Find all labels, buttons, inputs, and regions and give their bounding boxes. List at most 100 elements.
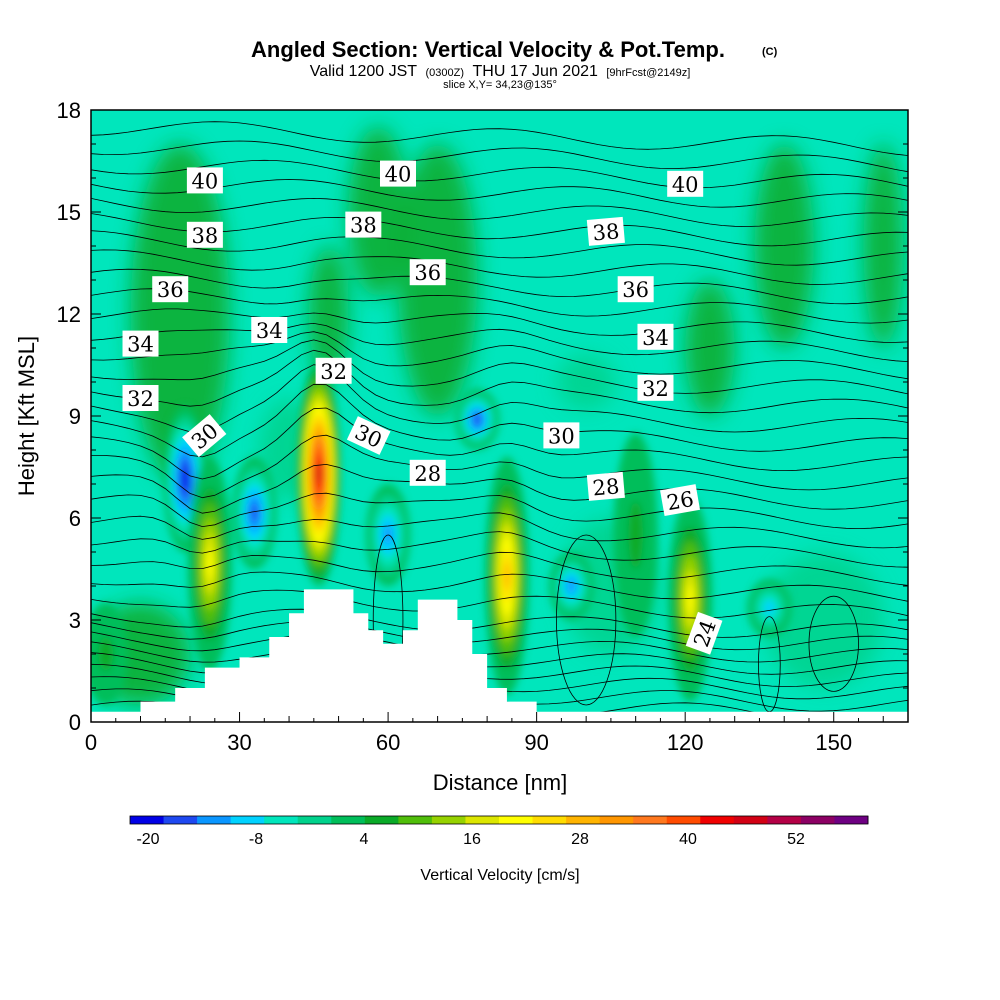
contour-label-text: 40 xyxy=(192,169,219,193)
colorbar-swatch xyxy=(800,816,835,824)
contour-label-text: 28 xyxy=(592,474,621,500)
isentrope-loop xyxy=(556,534,617,706)
isentrope-line xyxy=(91,308,908,343)
contour-label-text: 38 xyxy=(592,219,621,245)
colorbar-swatch xyxy=(733,816,768,824)
isentrope-line xyxy=(91,608,908,638)
contour-label: 28 xyxy=(409,459,446,486)
contour-label-box xyxy=(685,611,723,655)
x-tick-label: 0 xyxy=(85,730,97,755)
colorbar-swatch xyxy=(599,816,634,824)
contour-label-text: 26 xyxy=(665,487,695,515)
colorbar-swatch xyxy=(364,816,399,824)
contour-label-text: 36 xyxy=(414,261,441,285)
colorbar-swatch xyxy=(499,816,534,824)
isentrope-line xyxy=(91,631,908,663)
x-tick-label: 120 xyxy=(667,730,704,755)
y-tick-label: 12 xyxy=(57,302,81,327)
isentrope-line xyxy=(91,364,908,433)
background-patch xyxy=(764,552,884,688)
contour-label: 32 xyxy=(122,385,159,411)
colorbar-frame xyxy=(129,815,869,825)
isentrope-line xyxy=(91,121,908,156)
isentrope-line xyxy=(91,531,908,568)
isentrope-line xyxy=(91,512,908,549)
isentrope-line xyxy=(91,197,908,227)
colorbar-tick-label: -20 xyxy=(136,831,159,848)
valid-time: Valid 1200 JST xyxy=(310,63,418,80)
colorbar-tick-label: -8 xyxy=(249,831,263,848)
contour-label: 36 xyxy=(152,276,189,303)
contour-label: 38 xyxy=(186,221,223,248)
isentrope-loop xyxy=(808,595,859,692)
updraft-core xyxy=(206,548,213,580)
isentrope-line xyxy=(91,179,908,208)
contour-label-box xyxy=(637,374,674,401)
contour-label: 38 xyxy=(586,216,625,246)
colorbar-swatch xyxy=(398,816,433,824)
y-tick-label: 0 xyxy=(69,710,81,735)
colorbar-swatch xyxy=(834,816,869,824)
contour-label-box xyxy=(182,414,227,458)
updraft-core xyxy=(503,562,510,590)
isentrope-line xyxy=(91,268,908,305)
colorbar-tick-label: 52 xyxy=(787,831,805,848)
valid-date: THU 17 Jun 2021 xyxy=(472,63,598,80)
downdraft-core xyxy=(763,600,775,617)
x-tick-label: 150 xyxy=(815,730,852,755)
x-tick-label: 60 xyxy=(376,730,400,755)
forecast-info: [9hrFcst@2149z] xyxy=(606,67,690,79)
contour-label-box xyxy=(660,484,701,516)
isentrope-line xyxy=(91,434,908,499)
x-tick-label: 30 xyxy=(227,730,251,755)
velocity-cores xyxy=(91,361,792,705)
contour-label: 26 xyxy=(660,484,701,516)
y-tick-label: 15 xyxy=(57,200,81,225)
contour-label-box xyxy=(152,276,189,303)
contour-label-text: 38 xyxy=(350,214,377,238)
contour-label-box xyxy=(379,160,416,187)
colorbar-swatch xyxy=(163,816,198,824)
contour-label-text: 40 xyxy=(672,173,699,197)
background-patch xyxy=(685,280,735,416)
colorbar-title: Vertical Velocity [cm/s] xyxy=(420,867,579,884)
contour-label: 24 xyxy=(685,611,723,655)
isentrope-line xyxy=(91,339,908,395)
contour-label-box xyxy=(122,330,159,357)
colorbar-swatch xyxy=(666,816,701,824)
colorbar-swatch xyxy=(197,816,232,824)
contour-label: 30 xyxy=(543,422,580,449)
contour-label-text: 32 xyxy=(320,360,347,384)
updraft-core xyxy=(628,501,644,569)
colorbar-swatch xyxy=(331,816,366,824)
colorbar-swatch xyxy=(264,816,299,824)
background-patch xyxy=(754,144,814,348)
isentrope-line xyxy=(91,230,908,266)
x-tick-label: 90 xyxy=(524,730,548,755)
isentrope-line xyxy=(91,322,908,362)
contour-label: 34 xyxy=(251,317,288,343)
updraft-core xyxy=(686,585,694,615)
colorbar-swatch xyxy=(700,816,735,824)
isentrope-line xyxy=(91,213,908,247)
contour-label: 34 xyxy=(637,323,674,350)
contour-label-box xyxy=(409,459,446,486)
isentrope-line xyxy=(91,349,908,414)
contour-label-text: 38 xyxy=(192,224,219,248)
contour-label-box xyxy=(251,317,288,343)
background-patch xyxy=(863,144,904,348)
contour-label: 36 xyxy=(617,276,654,303)
contour-label: 40 xyxy=(379,160,416,187)
contour-label: 32 xyxy=(315,357,352,384)
isentrope-line xyxy=(91,641,908,675)
chart-subtitle: Valid 1200 JST (0300Z) THU 17 Jun 2021 [… xyxy=(310,63,691,80)
isentrope-line xyxy=(91,331,908,380)
colorbar-swatch xyxy=(130,816,165,824)
contour-label-box xyxy=(186,167,223,194)
background-patch xyxy=(556,354,616,410)
colorbar-swatch xyxy=(532,816,567,824)
y-axis-title: Height [Kft MSL] xyxy=(14,336,39,496)
